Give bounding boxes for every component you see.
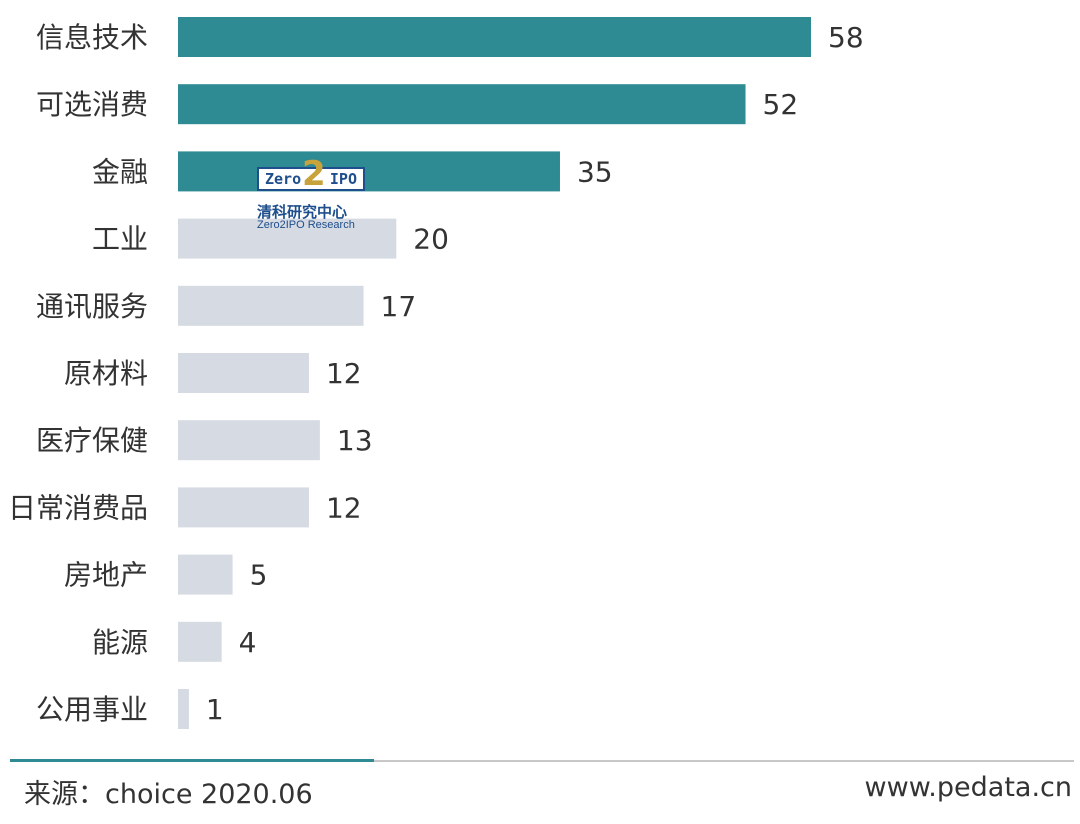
footer-divider — [10, 760, 1074, 762]
value-label-6: 13 — [337, 424, 373, 457]
bar-6 — [178, 420, 320, 461]
category-label-9: 能源 — [92, 626, 148, 659]
logo-chinese-name: 清科研究中心 — [257, 203, 348, 221]
value-label-1: 52 — [763, 88, 799, 121]
bar-5 — [178, 353, 309, 393]
zero2ipo-logo-watermark: Zero IPO 2 清科研究中心 Zero2IPO Research — [254, 157, 374, 235]
value-label-9: 4 — [239, 626, 257, 659]
value-label-10: 1 — [206, 693, 224, 726]
value-label-2: 35 — [577, 155, 613, 188]
value-label-0: 58 — [828, 21, 864, 54]
logo-ipo-text: IPO — [329, 170, 357, 188]
category-label-10: 公用事业 — [36, 693, 148, 726]
category-label-7: 日常消费品 — [8, 491, 148, 524]
value-label-3: 20 — [413, 223, 449, 256]
logo-box: Zero IPO — [257, 167, 365, 191]
bar-7 — [178, 487, 309, 528]
category-label-0: 信息技术 — [36, 21, 148, 54]
logo-two-glyph: 2 — [302, 154, 326, 194]
logo-english-name: Zero2IPO Research — [257, 219, 355, 231]
site-url: www.pedata.cn — [864, 772, 1072, 803]
value-label-5: 12 — [326, 357, 362, 390]
category-label-4: 通讯服务 — [36, 290, 148, 323]
value-label-4: 17 — [381, 290, 417, 323]
category-label-2: 金融 — [92, 155, 148, 188]
value-label-8: 5 — [250, 559, 268, 592]
category-label-5: 原材料 — [64, 357, 148, 390]
bar-2 — [178, 151, 560, 192]
source-note: 来源：choice 2020.06 — [24, 779, 313, 810]
bar-1 — [178, 84, 746, 125]
bar-4 — [178, 285, 364, 326]
value-label-7: 12 — [326, 491, 362, 524]
bar-0 — [178, 17, 811, 57]
bar-9 — [178, 621, 222, 662]
category-label-3: 工业 — [92, 223, 148, 256]
category-label-6: 医疗保健 — [36, 424, 148, 457]
footer-accent-line — [10, 759, 374, 762]
category-label-1: 可选消费 — [36, 88, 148, 121]
bar-3 — [178, 218, 397, 259]
logo-zero-text: Zero — [265, 170, 302, 188]
bar-10 — [178, 689, 189, 729]
category-label-8: 房地产 — [64, 559, 148, 592]
bar-8 — [178, 554, 233, 595]
